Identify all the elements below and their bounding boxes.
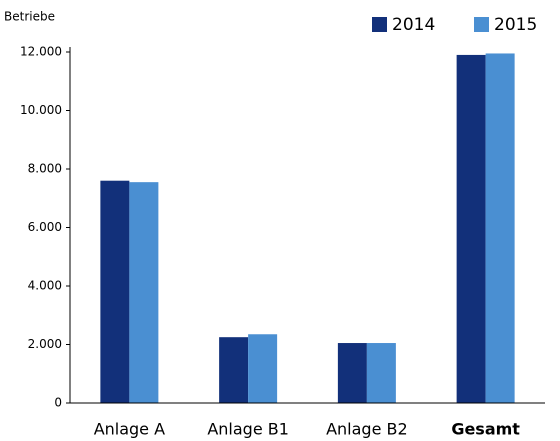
bar [129,182,159,403]
bar [219,337,249,403]
legend-swatch [474,17,489,32]
legend-swatch [372,17,387,32]
y-tick-label: 0 [54,396,62,410]
bar [337,343,367,403]
legend-label: 2014 [392,15,435,35]
bar [456,54,486,404]
y-tick-label: 8.000 [28,162,62,176]
bar [100,180,130,403]
legend-label: 2015 [494,15,537,35]
bar [485,53,515,404]
x-tick-label: Anlage B2 [326,420,408,439]
y-tick-label: 4.000 [28,279,62,293]
x-tick-label: Anlage A [94,420,165,439]
y-tick-label: 2.000 [28,337,62,351]
y-tick-label: 6.000 [28,220,62,234]
y-axis-title: Betriebe [4,10,55,24]
y-tick-label: 12.000 [20,45,62,59]
x-tick-label: Anlage B1 [207,420,289,439]
bar [248,334,278,403]
x-tick-label: Gesamt [451,420,520,439]
y-tick-label: 10.000 [20,103,62,117]
bar [366,343,396,403]
